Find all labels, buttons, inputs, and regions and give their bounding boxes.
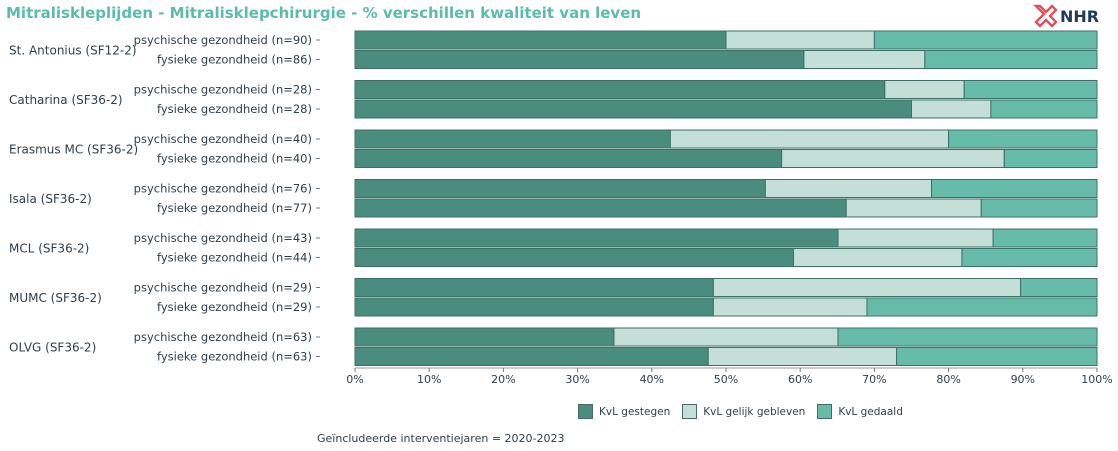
row-label: fysieke gezondheid (n=77) (157, 201, 312, 215)
x-tick-label: 0% (346, 373, 363, 386)
bar-segment-gestegen (354, 228, 839, 248)
bar-segment-gelijk (712, 278, 1022, 297)
bar-segment-gelijk (725, 30, 875, 50)
legend-item-gestegen: KvL gestegen (578, 404, 670, 419)
legend-item-gelijk: KvL gelijk gebleven (682, 404, 805, 419)
chart-title: Mitraliskleplijden - Mitralisklepchirurg… (6, 4, 642, 22)
bar-segment-gedaald (990, 99, 1098, 119)
row-label: fysieke gezondheid (n=28) (157, 102, 312, 116)
hospital-label: Erasmus MC (SF36-2) (9, 143, 138, 157)
x-tick-label: 10% (417, 373, 441, 386)
row-label: fysieke gezondheid (n=86) (157, 53, 312, 67)
x-tick-label: 70% (862, 373, 886, 386)
bar-segment-gedaald (1020, 278, 1098, 297)
hospital-label: St. Antonius (SF12-2) (9, 44, 137, 58)
bar-segment-gelijk (669, 129, 950, 149)
bar-segment-gelijk (793, 248, 963, 267)
row-label: psychische gezondheid (n=43) (134, 231, 312, 245)
hospital-label: MCL (SF36-2) (9, 242, 89, 256)
bar-segment-gelijk (712, 297, 868, 317)
bar-segment-gelijk (884, 80, 965, 99)
x-tick-label: 20% (491, 373, 515, 386)
footnote: Geïncludeerde interventiejaren = 2020-20… (317, 432, 565, 445)
bar-segment-gestegen (354, 80, 886, 99)
bar-segment-gedaald (992, 228, 1098, 248)
bar-segment-gestegen (354, 179, 766, 198)
bar-segment-gestegen (354, 327, 615, 347)
nhr-logo-icon (1033, 4, 1058, 28)
bar-segment-gedaald (948, 129, 1098, 149)
bar-segment-gestegen (354, 198, 847, 218)
logo-text: NHR (1060, 7, 1099, 26)
bar-segment-gestegen (354, 297, 714, 317)
bar-segment-gedaald (873, 30, 1098, 50)
x-tick-label: 40% (640, 373, 664, 386)
row-label: psychische gezondheid (n=40) (134, 132, 312, 146)
row-label: fysieke gezondheid (n=40) (157, 152, 312, 166)
row-label: psychische gezondheid (n=90) (134, 33, 312, 47)
legend-item-gedaald: KvL gedaald (817, 404, 903, 419)
bar-segment-gedaald (866, 297, 1098, 317)
bar-segment-gelijk (707, 347, 898, 366)
bar-segment-gelijk (837, 228, 994, 248)
stacked-bar-chart: St. Antonius (SF12-2)psychische gezondhe… (9, 30, 1113, 386)
legend: KvL gestegen KvL gelijk gebleven KvL ged… (578, 404, 903, 419)
bar-segment-gestegen (354, 278, 714, 297)
row-label: psychische gezondheid (n=28) (134, 83, 312, 97)
bar-segment-gelijk (911, 99, 992, 119)
nhr-logo: NHR (1033, 4, 1099, 28)
bar-segment-gestegen (354, 149, 783, 168)
bar-segment-gestegen (354, 129, 671, 149)
x-tick-label: 30% (565, 373, 589, 386)
legend-label-gestegen: KvL gestegen (599, 405, 671, 418)
legend-swatch-gestegen (578, 404, 593, 419)
row-label: psychische gezondheid (n=29) (134, 281, 312, 295)
legend-label-gelijk: KvL gelijk gebleven (703, 405, 806, 418)
bar-segment-gestegen (354, 50, 805, 69)
bar-segment-gedaald (1003, 149, 1098, 168)
bar-segment-gestegen (354, 248, 795, 267)
x-tick-label: 90% (1011, 373, 1035, 386)
bar-segment-gelijk (764, 179, 933, 198)
row-label: fysieke gezondheid (n=29) (157, 300, 312, 314)
legend-swatch-gelijk (682, 404, 698, 419)
row-label: fysieke gezondheid (n=44) (157, 251, 312, 265)
x-tick-label: 50% (714, 373, 738, 386)
x-tick-label: 100% (1081, 373, 1112, 386)
hospital-label: MUMC (SF36-2) (9, 291, 102, 305)
bar-segment-gedaald (931, 179, 1098, 198)
bar-segment-gedaald (896, 347, 1098, 366)
hospital-label: Isala (SF36-2) (9, 192, 92, 206)
row-label: psychische gezondheid (n=76) (134, 182, 312, 196)
bar-segment-gedaald (980, 198, 1098, 218)
x-tick-label: 60% (788, 373, 812, 386)
bar-segment-gedaald (837, 327, 1098, 347)
legend-swatch-gedaald (817, 404, 833, 419)
hospital-label: Catharina (SF36-2) (9, 93, 123, 107)
bar-segment-gestegen (354, 347, 709, 366)
bar-segment-gelijk (845, 198, 982, 218)
bar-segment-gestegen (354, 99, 912, 119)
bar-segment-gestegen (354, 30, 727, 50)
bar-segment-gedaald (961, 248, 1098, 267)
bar-segment-gedaald (924, 50, 1098, 69)
bar-segment-gelijk (613, 327, 839, 347)
legend-label-gedaald: KvL gedaald (838, 405, 903, 418)
row-label: psychische gezondheid (n=63) (134, 330, 312, 344)
hospital-label: OLVG (SF36-2) (9, 341, 96, 355)
row-label: fysieke gezondheid (n=63) (157, 350, 312, 364)
x-tick-label: 80% (936, 373, 960, 386)
bar-segment-gelijk (803, 50, 926, 69)
bar-segment-gedaald (963, 80, 1098, 99)
bar-segment-gelijk (781, 149, 1005, 168)
